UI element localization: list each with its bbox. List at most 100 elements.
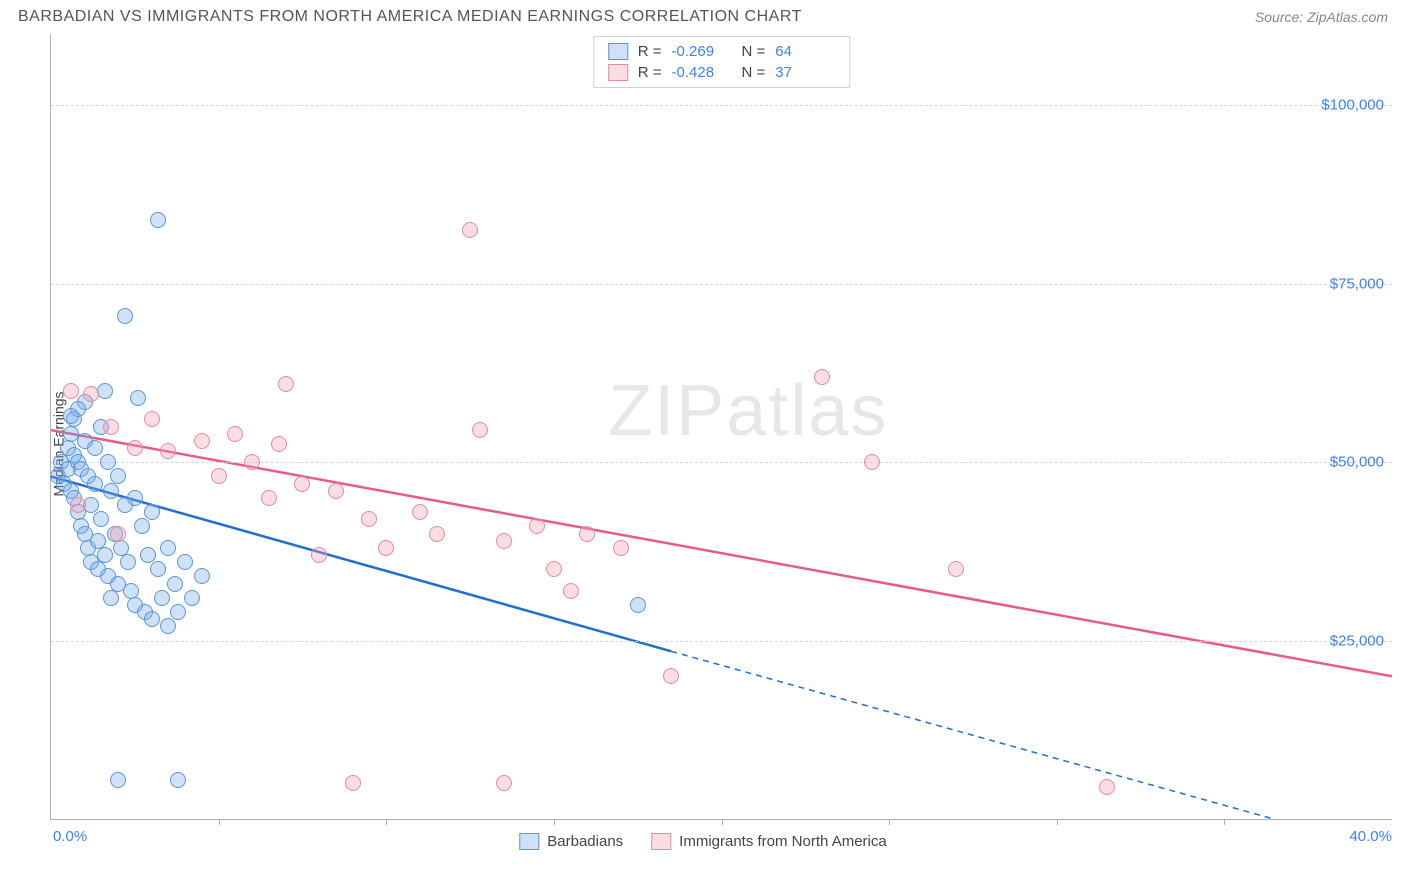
scatter-point-barbadians <box>170 772 186 788</box>
scatter-point-immigrants <box>110 526 126 542</box>
scatter-point-immigrants <box>244 454 260 470</box>
scatter-point-barbadians <box>103 590 119 606</box>
legend-item-immigrants: Immigrants from North America <box>651 833 887 850</box>
scatter-point-barbadians <box>87 476 103 492</box>
scatter-point-immigrants <box>127 440 143 456</box>
scatter-point-immigrants <box>496 775 512 791</box>
chart-title: BARBADIAN VS IMMIGRANTS FROM NORTH AMERI… <box>18 8 802 26</box>
scatter-point-barbadians <box>144 504 160 520</box>
scatter-point-immigrants <box>345 775 361 791</box>
scatter-point-barbadians <box>103 483 119 499</box>
y-tick-label: $100,000 <box>1321 97 1384 114</box>
r-label: R = <box>638 64 662 81</box>
x-tick-label: 40.0% <box>1349 828 1392 845</box>
scatter-point-barbadians <box>150 212 166 228</box>
stats-legend: R =-0.269N =64R =-0.428N =37 <box>593 36 851 88</box>
scatter-point-barbadians <box>87 440 103 456</box>
trend-lines <box>51 34 1392 819</box>
stats-row-immigrants: R =-0.428N =37 <box>608 62 836 83</box>
scatter-point-immigrants <box>211 468 227 484</box>
scatter-point-immigrants <box>429 526 445 542</box>
n-label: N = <box>742 43 766 60</box>
scatter-point-immigrants <box>546 561 562 577</box>
scatter-point-barbadians <box>93 511 109 527</box>
r-value: -0.428 <box>672 64 732 81</box>
x-tick <box>1224 819 1225 825</box>
scatter-point-barbadians <box>167 576 183 592</box>
scatter-point-barbadians <box>194 568 210 584</box>
scatter-point-immigrants <box>563 583 579 599</box>
scatter-point-immigrants <box>864 454 880 470</box>
scatter-point-immigrants <box>278 376 294 392</box>
scatter-point-barbadians <box>120 554 136 570</box>
scatter-point-immigrants <box>328 483 344 499</box>
scatter-point-immigrants <box>948 561 964 577</box>
scatter-point-immigrants <box>261 490 277 506</box>
scatter-point-immigrants <box>103 419 119 435</box>
scatter-point-immigrants <box>70 497 86 513</box>
scatter-point-barbadians <box>144 611 160 627</box>
swatch-immigrants-icon <box>608 64 628 81</box>
scatter-point-immigrants <box>160 443 176 459</box>
scatter-point-barbadians <box>140 547 156 563</box>
scatter-point-barbadians <box>100 454 116 470</box>
x-tick <box>722 819 723 825</box>
gridline-h <box>51 641 1392 642</box>
scatter-point-barbadians <box>154 590 170 606</box>
stats-row-barbadians: R =-0.269N =64 <box>608 41 836 62</box>
swatch-barbadians-icon <box>519 833 539 850</box>
x-tick <box>554 819 555 825</box>
scatter-point-immigrants <box>496 533 512 549</box>
swatch-barbadians-icon <box>608 43 628 60</box>
scatter-point-immigrants <box>361 511 377 527</box>
scatter-point-barbadians <box>170 604 186 620</box>
scatter-point-immigrants <box>227 426 243 442</box>
scatter-point-barbadians <box>110 772 126 788</box>
scatter-point-immigrants <box>311 547 327 563</box>
gridline-h <box>51 105 1392 106</box>
scatter-point-barbadians <box>134 518 150 534</box>
scatter-point-immigrants <box>1099 779 1115 795</box>
y-tick-label: $50,000 <box>1330 454 1384 471</box>
scatter-point-immigrants <box>663 668 679 684</box>
trend-line-barbadians <box>51 476 671 651</box>
scatter-point-immigrants <box>814 369 830 385</box>
scatter-point-barbadians <box>110 468 126 484</box>
plot-area: ZIPatlas R =-0.269N =64R =-0.428N =37 $2… <box>50 34 1392 820</box>
scatter-point-immigrants <box>378 540 394 556</box>
scatter-point-barbadians <box>160 540 176 556</box>
plot-container: Median Earnings ZIPatlas R =-0.269N =64R… <box>14 34 1392 854</box>
scatter-point-barbadians <box>130 390 146 406</box>
scatter-point-barbadians <box>184 590 200 606</box>
r-value: -0.269 <box>672 43 732 60</box>
scatter-point-immigrants <box>579 526 595 542</box>
scatter-point-barbadians <box>127 490 143 506</box>
scatter-point-barbadians <box>123 583 139 599</box>
scatter-point-immigrants <box>294 476 310 492</box>
y-tick-label: $25,000 <box>1330 632 1384 649</box>
x-tick <box>1057 819 1058 825</box>
scatter-point-barbadians <box>150 561 166 577</box>
scatter-point-barbadians <box>97 383 113 399</box>
scatter-point-immigrants <box>194 433 210 449</box>
scatter-point-immigrants <box>144 411 160 427</box>
scatter-point-immigrants <box>412 504 428 520</box>
x-tick <box>386 819 387 825</box>
legend-label: Barbadians <box>547 833 623 850</box>
scatter-point-barbadians <box>630 597 646 613</box>
series-legend: Barbadians Immigrants from North America <box>519 833 886 850</box>
source-label: Source: ZipAtlas.com <box>1255 9 1388 25</box>
x-tick-label: 0.0% <box>53 828 87 845</box>
scatter-point-immigrants <box>83 386 99 402</box>
watermark: ZIPatlas <box>608 370 888 452</box>
r-label: R = <box>638 43 662 60</box>
scatter-point-immigrants <box>462 222 478 238</box>
trend-line-ext-barbadians <box>671 651 1325 819</box>
x-tick <box>219 819 220 825</box>
x-tick <box>889 819 890 825</box>
n-label: N = <box>742 64 766 81</box>
scatter-point-barbadians <box>63 408 79 424</box>
legend-item-barbadians: Barbadians <box>519 833 623 850</box>
scatter-point-immigrants <box>472 422 488 438</box>
scatter-point-barbadians <box>160 618 176 634</box>
